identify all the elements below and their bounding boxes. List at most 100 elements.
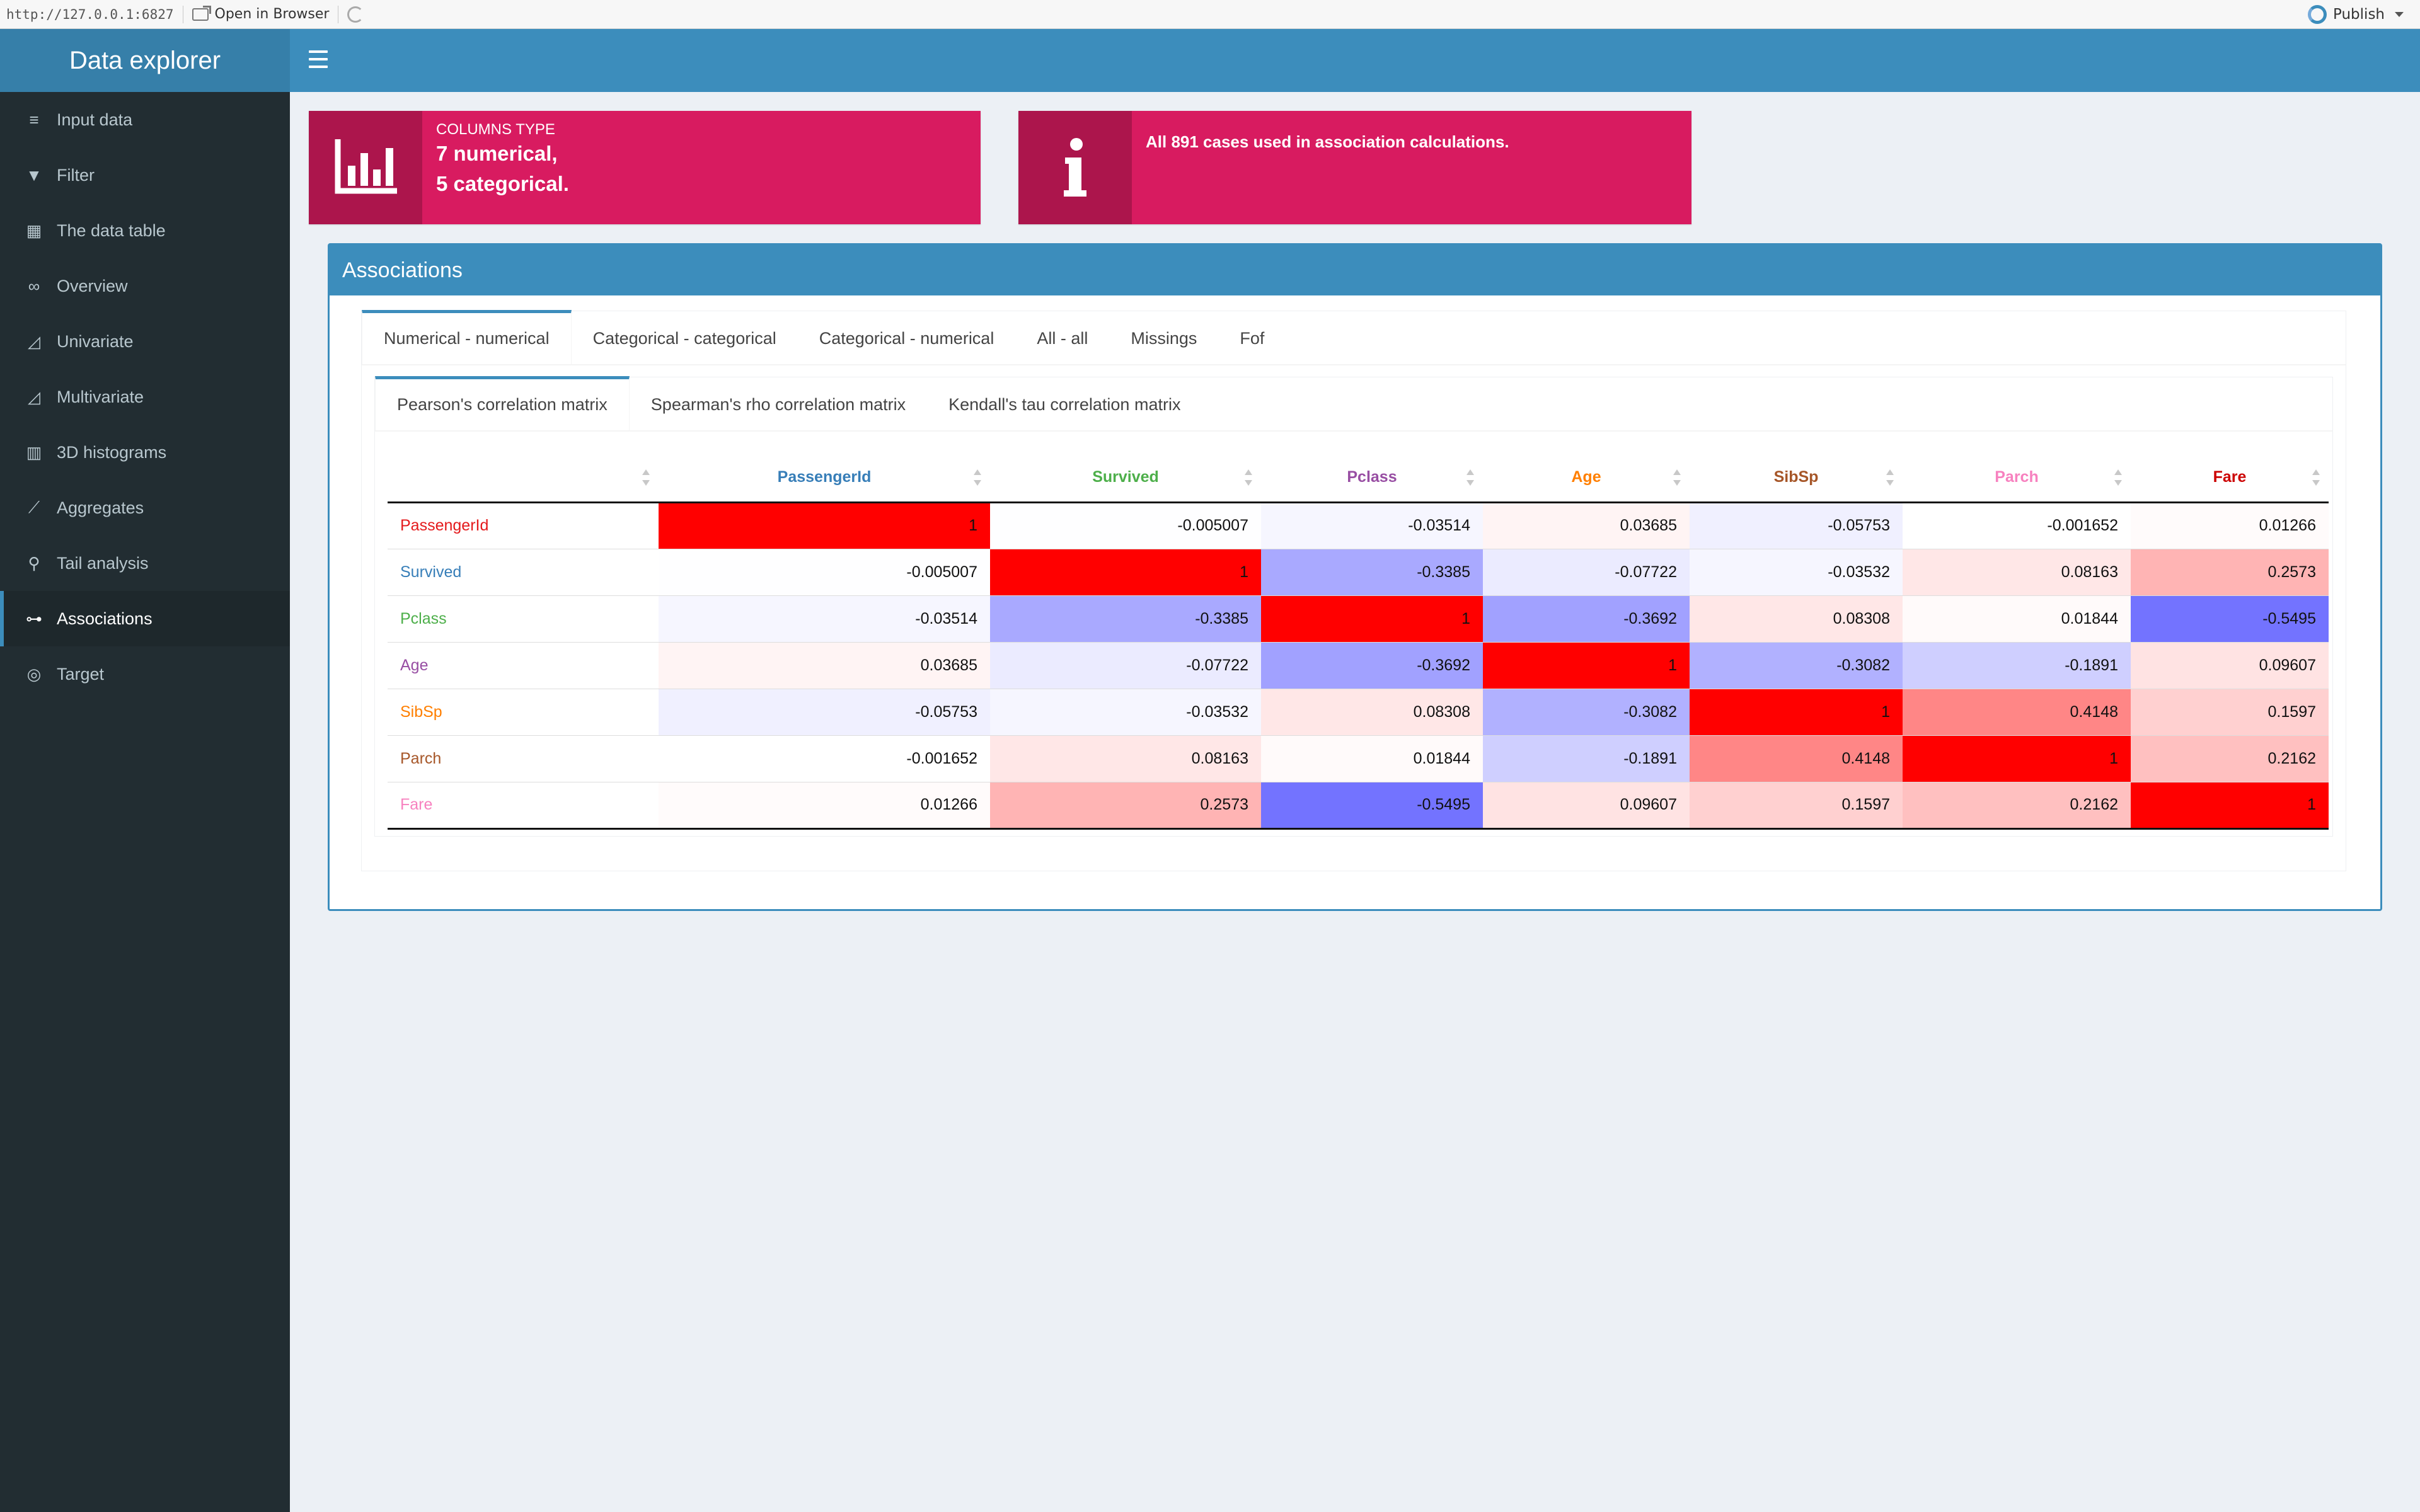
row-label-age: Age <box>388 641 659 689</box>
sort-icon <box>1886 469 1894 486</box>
matrix-cell: 1 <box>990 548 1261 595</box>
column-header-passengerid[interactable]: PassengerId <box>659 453 990 503</box>
subtab-kendall-s-tau-correlation-matrix[interactable]: Kendall's tau correlation matrix <box>948 395 1181 414</box>
sidebar-item-the-data-table[interactable]: ▦ The data table <box>0 203 290 258</box>
matrix-cell: -0.1891 <box>1483 735 1690 782</box>
sidebar-item-label: The data table <box>57 220 166 240</box>
table-row: PassengerId 1 -0.005007 -0.03514 0.03685 -0.0… <box>388 501 2329 549</box>
matrix-cell: -0.3082 <box>1483 688 1690 735</box>
column-header-parch[interactable]: Parch <box>1903 453 2131 503</box>
matrix-cell: 1 <box>659 501 990 549</box>
sort-icon <box>974 469 981 486</box>
header-rowname[interactable] <box>388 453 659 503</box>
database-icon: ≡ <box>29 110 39 129</box>
association-tabset: Numerical - numerical Categorical - categ… <box>361 310 2346 871</box>
matrix-cell: -0.03532 <box>1690 548 1903 595</box>
tab-categorical-categorical[interactable]: Categorical - categorical <box>592 329 776 348</box>
subtab-pearson-s-correlation-matrix[interactable]: Pearson's correlation matrix <box>375 376 630 430</box>
matrix-cell: -0.5495 <box>2131 595 2329 642</box>
tab-categorical-numerical[interactable]: Categorical - numerical <box>819 329 994 348</box>
matrix-cell: -0.3082 <box>1690 641 1903 689</box>
matrix-cell: -0.001652 <box>659 735 990 782</box>
matrix-cell: 0.2573 <box>2131 548 2329 595</box>
correlation-tabset: Pearson's correlation matrix Spearman's r… <box>374 376 2333 837</box>
sidebar-item-label: Tail analysis <box>57 553 149 573</box>
associations-box: Associations Numerical - numerical Catego… <box>328 243 2382 911</box>
column-header-sibsp[interactable]: SibSp <box>1690 453 1903 503</box>
column-header-pclass[interactable]: Pclass <box>1261 453 1483 503</box>
matrix-cell: -0.05753 <box>1690 501 1903 549</box>
matrix-cell: 0.01266 <box>2131 501 2329 549</box>
sidebar-toggle-icon[interactable] <box>309 50 328 68</box>
subtab-spearman-s-rho-correlation-matrix[interactable]: Spearman's rho correlation matrix <box>650 395 906 414</box>
column-header-age[interactable]: Age <box>1483 453 1690 503</box>
row-label-sibsp: SibSp <box>388 688 659 735</box>
sidebar-item-univariate[interactable]: ◿ Univariate <box>0 314 290 369</box>
publish-label: Publish <box>2333 6 2385 23</box>
refresh-icon[interactable] <box>347 6 364 23</box>
info-icon <box>1018 111 1132 224</box>
row-label-fare: Fare <box>388 781 659 830</box>
table-row: Pclass -0.03514 -0.3385 1 -0.3692 0.08308 0.01… <box>388 595 2329 642</box>
sidebar-item-multivariate[interactable]: ◿ Multivariate <box>0 369 290 425</box>
sidebar-item-label: Associations <box>57 609 153 628</box>
infobox-value-numerical: 7 numerical, <box>436 142 558 165</box>
matrix-cell: 1 <box>1903 735 2131 782</box>
sidebar-item-aggregates[interactable]: ⟋ Aggregates <box>0 480 290 536</box>
matrix-cell: 0.4148 <box>1690 735 1903 782</box>
publish-button[interactable]: Publish <box>2308 0 2404 29</box>
sidebar-item-label: Input data <box>57 110 133 129</box>
sidebar-item-target[interactable]: ◎ Target <box>0 646 290 702</box>
matrix-cell: 0.01266 <box>659 781 990 830</box>
sidebar-item-tail-analysis[interactable]: ⚲ Tail analysis <box>0 536 290 591</box>
sort-icon <box>642 469 650 486</box>
area-chart-icon: ◿ <box>28 331 40 351</box>
matrix-cell: 1 <box>2131 781 2329 830</box>
bar-chart-icon: ▥ <box>26 442 42 462</box>
tab-numerical-numerical[interactable]: Numerical - numerical <box>362 310 572 364</box>
sidebar-item-label: Filter <box>57 165 95 185</box>
tab-fof[interactable]: Fof <box>1240 329 1265 348</box>
cases-text: All 891 cases used in association calcul… <box>1146 132 1509 151</box>
sort-icon <box>2312 469 2320 486</box>
sidebar-item-label: Overview <box>57 276 128 295</box>
sidebar-item-associations[interactable]: ⊶ Associations <box>0 591 290 646</box>
external-link-icon <box>192 5 211 21</box>
infobox-label: COLUMNS TYPE <box>436 121 555 138</box>
app-title[interactable]: Data explorer <box>0 29 290 92</box>
row-label-survived: Survived <box>388 548 659 595</box>
column-header-fare[interactable]: Fare <box>2131 453 2329 503</box>
filter-icon: ▼ <box>26 165 42 185</box>
association-tabs: Numerical - numerical Categorical - categ… <box>362 310 2346 365</box>
matrix-cell: 0.1597 <box>1690 781 1903 830</box>
sidebar-item-3d-histograms[interactable]: ▥ 3D histograms <box>0 425 290 480</box>
sidebar-item-input-data[interactable]: ≡ Input data <box>0 92 290 147</box>
table-row: SibSp -0.05753 -0.03532 0.08308 -0.3082 1 0.41… <box>388 688 2329 735</box>
open-in-browser-label: Open in Browser <box>214 6 330 22</box>
matrix-cell: -0.3692 <box>1261 641 1483 689</box>
sidebar-item-filter[interactable]: ▼ Filter <box>0 147 290 203</box>
open-in-browser-button[interactable]: Open in Browser <box>192 5 330 22</box>
row-label-pclass: Pclass <box>388 595 659 642</box>
correlation-matrix-table: PassengerId Survived Pclass Age SibSp Parch Fa… <box>388 453 2329 830</box>
column-header-survived[interactable]: Survived <box>990 453 1261 503</box>
matrix-cell: 0.2573 <box>990 781 1261 830</box>
matrix-cell: -0.07722 <box>1483 548 1690 595</box>
line-chart-icon: ⟋ <box>28 498 40 517</box>
sidebar-item-overview[interactable]: ∞ Overview <box>0 258 290 314</box>
matrix-cell: 0.2162 <box>2131 735 2329 782</box>
tab-missings[interactable]: Missings <box>1131 329 1197 348</box>
tab-all-all[interactable]: All - all <box>1037 329 1088 348</box>
table-row: Fare 0.01266 0.2573 -0.5495 0.09607 0.1597 0.2… <box>388 781 2329 830</box>
table-row: Parch -0.001652 0.08163 0.01844 -0.1891 0.414… <box>388 735 2329 782</box>
matrix-cell: 1 <box>1690 688 1903 735</box>
matrix-cell: -0.1891 <box>1903 641 2131 689</box>
sort-icon <box>2114 469 2122 486</box>
sort-icon <box>1673 469 1681 486</box>
infobox-value-categorical: 5 categorical. <box>436 172 569 195</box>
column-header-label: Survived <box>1092 467 1159 486</box>
viewer-toolbar: http://127.0.0.1:6827 Open in Browser Pu… <box>0 0 2420 29</box>
column-header-label: SibSp <box>1773 467 1819 486</box>
matrix-cell: -0.001652 <box>1903 501 2131 549</box>
matrix-cell: -0.005007 <box>990 501 1261 549</box>
